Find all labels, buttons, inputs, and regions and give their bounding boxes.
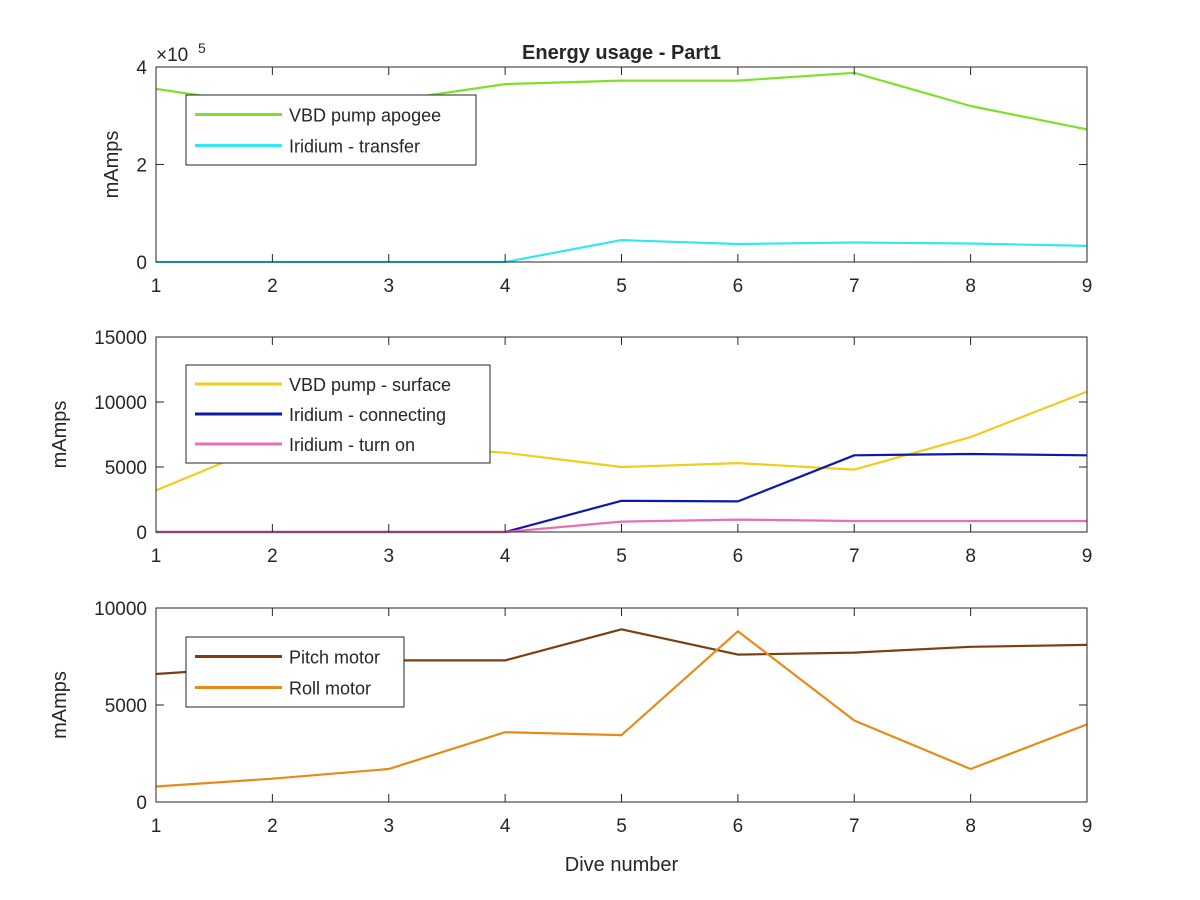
y-axis-label: mAmps <box>49 671 71 739</box>
series-line-roll-motor <box>155 630 1088 788</box>
legend-label: Pitch motor <box>289 648 380 668</box>
x-axis-label: Dive number <box>565 854 679 876</box>
x-tick-label: 5 <box>616 816 627 837</box>
x-tick-label: 4 <box>500 816 511 837</box>
legend-box <box>185 636 405 708</box>
chart-title: Energy usage - Part1 <box>522 42 721 64</box>
legend: VBD pump - surface Iridium - connecting Ir… <box>185 364 491 464</box>
x-tick-label: 6 <box>733 816 744 837</box>
y-tick-label: 0 <box>136 793 147 814</box>
y-tick-label: 0 <box>136 253 147 274</box>
x-tick-label: 9 <box>1082 276 1093 297</box>
x-tick-label: 1 <box>151 276 162 297</box>
x-tick-label: 4 <box>500 546 511 567</box>
legend: VBD pump apogee Iridium - transfer <box>185 94 477 166</box>
legend-label: VBD pump - surface <box>289 375 451 395</box>
y-tick-label: 10000 <box>94 599 147 620</box>
y-tick-label: 5000 <box>105 458 147 479</box>
x-tick-label: 1 <box>151 546 162 567</box>
y-tick-label: 2 <box>136 156 147 177</box>
legend-box <box>185 94 477 166</box>
x-tick-label: 7 <box>849 546 860 567</box>
x-tick-label: 8 <box>965 816 976 837</box>
x-tick-label: 9 <box>1082 816 1093 837</box>
subplot-1: 1 2 3 4 5 6 7 8 9 0 2 4 mAmps ×10 5 Energy usage - Part… <box>101 40 1092 297</box>
legend-label: VBD pump apogee <box>289 106 441 126</box>
subplot-2: 1 2 3 4 5 6 7 8 9 0 5000 10000 15000 mAmps VBD pump - … <box>49 328 1092 567</box>
x-tick-label: 7 <box>849 816 860 837</box>
y-tick-label: 5000 <box>105 696 147 717</box>
x-tick-label: 5 <box>616 546 627 567</box>
x-tick-label: 6 <box>733 546 744 567</box>
legend-label: Iridium - transfer <box>289 137 420 157</box>
x-tick-label: 5 <box>616 276 627 297</box>
y-tick-label: 10000 <box>94 393 147 414</box>
legend-label: Iridium - connecting <box>289 405 446 425</box>
x-tick-label: 2 <box>267 816 278 837</box>
x-tick-label: 3 <box>383 546 394 567</box>
legend-label: Iridium - turn on <box>289 435 415 455</box>
x-tick-label: 3 <box>383 276 394 297</box>
y-axis-label: mAmps <box>101 131 123 199</box>
x-tick-label: 8 <box>965 276 976 297</box>
x-tick-label: 6 <box>733 276 744 297</box>
y-axis-label: mAmps <box>49 401 71 469</box>
x-tick-label: 7 <box>849 276 860 297</box>
subplot-3: 1 2 3 4 5 6 7 8 9 0 5000 10000 mAmps Dive number Pitch… <box>49 599 1092 876</box>
legend: Pitch motor Roll motor <box>185 636 405 708</box>
legend-label: Roll motor <box>289 679 371 699</box>
y-tick-label: 0 <box>136 523 147 544</box>
x-tick-label: 3 <box>383 816 394 837</box>
y-tick-label: 4 <box>136 58 147 79</box>
y-tick-label: 15000 <box>94 328 147 349</box>
x-tick-label: 9 <box>1082 546 1093 567</box>
x-tick-label: 8 <box>965 546 976 567</box>
x-tick-label: 4 <box>500 276 511 297</box>
x-tick-label: 2 <box>267 276 278 297</box>
y-exponent-power: 5 <box>198 40 206 56</box>
x-tick-label: 2 <box>267 546 278 567</box>
y-exponent-label: ×10 <box>156 45 188 66</box>
x-tick-label: 1 <box>151 816 162 837</box>
